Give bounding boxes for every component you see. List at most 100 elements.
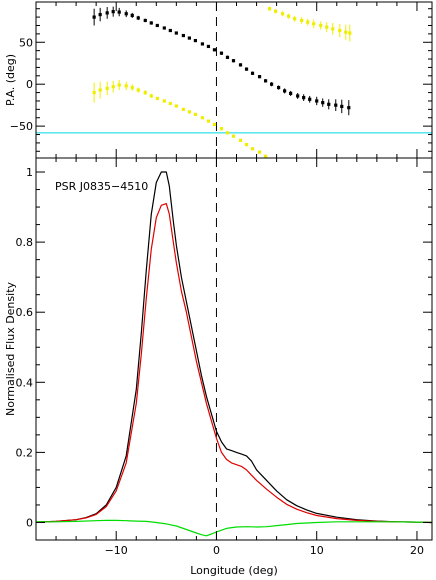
pa-point bbox=[92, 90, 96, 95]
pa-point bbox=[162, 26, 166, 30]
profile-x-tick-label: 0 bbox=[213, 544, 220, 557]
profile-y-tick-label: 0.2 bbox=[16, 446, 34, 459]
pa-axes: −50 0 50 bbox=[10, 2, 432, 158]
pa-point bbox=[212, 122, 217, 127]
profile-y-tick-label: 1 bbox=[26, 166, 33, 179]
profile-y-axis-label: Normalised Flux Density bbox=[4, 282, 17, 417]
pa-point bbox=[344, 30, 348, 34]
profile-x-tick-label: 20 bbox=[410, 544, 424, 557]
pa-plot-area bbox=[36, 2, 432, 158]
pa-point bbox=[250, 147, 255, 151]
pa-point bbox=[293, 17, 297, 21]
profile-axes: 0 0.2 0.4 0.6 0.8 1 −10 0 10 20 bbox=[16, 158, 432, 557]
pa-point bbox=[296, 94, 300, 98]
pa-point bbox=[174, 31, 178, 35]
pa-point bbox=[257, 75, 262, 79]
pa-point bbox=[244, 67, 249, 71]
pa-point bbox=[130, 13, 134, 18]
pa-point bbox=[219, 127, 224, 131]
pa-point bbox=[283, 89, 287, 93]
pa-point bbox=[338, 28, 342, 33]
pa-point bbox=[289, 91, 293, 96]
profile-y-tick-label: 0.6 bbox=[16, 306, 34, 319]
pa-point bbox=[269, 82, 274, 86]
circular-polarisation-curve bbox=[36, 519, 433, 537]
pa-point bbox=[136, 16, 140, 20]
pa-point bbox=[193, 38, 198, 43]
pa-point bbox=[105, 11, 109, 15]
pa-point bbox=[212, 48, 217, 52]
pa-point bbox=[231, 134, 236, 138]
pa-point bbox=[111, 85, 115, 89]
pa-point bbox=[124, 12, 128, 16]
pa-point bbox=[187, 110, 191, 114]
pa-point bbox=[321, 101, 325, 105]
pa-point bbox=[219, 51, 224, 55]
pa-point bbox=[263, 79, 268, 83]
pa-point bbox=[98, 12, 102, 17]
pa-point bbox=[130, 85, 134, 90]
pa-point bbox=[340, 104, 344, 109]
pa-point bbox=[206, 119, 211, 123]
pa-point bbox=[181, 33, 185, 38]
pa-point bbox=[174, 104, 178, 108]
pa-point bbox=[277, 85, 281, 90]
profile-plot-area bbox=[35, 158, 433, 540]
pa-point bbox=[124, 84, 128, 88]
pa-point bbox=[200, 116, 205, 120]
pa-point bbox=[181, 107, 185, 111]
pa-point bbox=[287, 14, 291, 18]
linear-polarisation-curve bbox=[35, 203, 433, 524]
pa-point bbox=[238, 138, 243, 142]
flux-profile-panel: 0 0.2 0.4 0.6 0.8 1 −10 0 10 20 PSR J0835−4510 No… bbox=[4, 157, 433, 577]
profile-x-tick-label: 10 bbox=[310, 544, 324, 557]
pa-point bbox=[231, 59, 236, 63]
profile-frame bbox=[35, 157, 433, 541]
pa-point bbox=[347, 106, 351, 110]
pa-point bbox=[168, 101, 172, 106]
pa-point bbox=[187, 36, 191, 40]
pa-point bbox=[200, 42, 205, 46]
total-intensity-curve bbox=[35, 171, 433, 524]
pa-point bbox=[155, 96, 159, 101]
pa-point bbox=[238, 63, 243, 67]
pa-point bbox=[149, 21, 153, 25]
position-angle-panel: −50 0 50 P.A. (deg) bbox=[4, 1, 433, 159]
pa-point bbox=[149, 94, 153, 98]
profile-y-tick-label: 0.4 bbox=[16, 376, 34, 389]
pa-point bbox=[105, 86, 109, 90]
pa-point bbox=[327, 102, 331, 106]
pa-point bbox=[136, 88, 140, 92]
pa-point bbox=[267, 7, 272, 11]
pa-point bbox=[162, 99, 166, 103]
pa-point bbox=[281, 12, 285, 16]
pa-y-tick-label: 50 bbox=[19, 36, 33, 49]
pa-point bbox=[111, 10, 115, 14]
pa-point bbox=[274, 9, 278, 13]
pa-point bbox=[250, 71, 255, 75]
pa-point bbox=[98, 88, 102, 92]
pulsar-name-annotation: PSR J0835−4510 bbox=[55, 180, 148, 193]
pa-point bbox=[319, 23, 323, 28]
pa-point bbox=[302, 96, 306, 100]
pa-point bbox=[257, 150, 262, 154]
pa-point bbox=[143, 90, 147, 95]
pa-point bbox=[348, 31, 352, 35]
pa-point bbox=[331, 27, 335, 31]
pa-y-tick-label: 0 bbox=[26, 78, 33, 91]
pa-y-axis-label: P.A. (deg) bbox=[4, 54, 17, 106]
pa-point bbox=[225, 131, 230, 135]
pa-point bbox=[308, 97, 312, 101]
profile-y-tick-label: 0.8 bbox=[16, 236, 34, 249]
pa-point bbox=[117, 10, 121, 14]
profile-x-axis-label: Longitude (deg) bbox=[190, 564, 278, 577]
pa-y-tick-label: −50 bbox=[10, 120, 33, 133]
pa-point bbox=[117, 83, 121, 87]
pa-point bbox=[92, 15, 96, 19]
pa-point bbox=[193, 112, 198, 116]
pa-point bbox=[155, 23, 159, 28]
pa-point bbox=[315, 99, 319, 103]
profile-x-tick-label: −10 bbox=[105, 544, 128, 557]
pa-series-1 bbox=[92, 6, 352, 158]
pa-series-0 bbox=[92, 6, 351, 116]
